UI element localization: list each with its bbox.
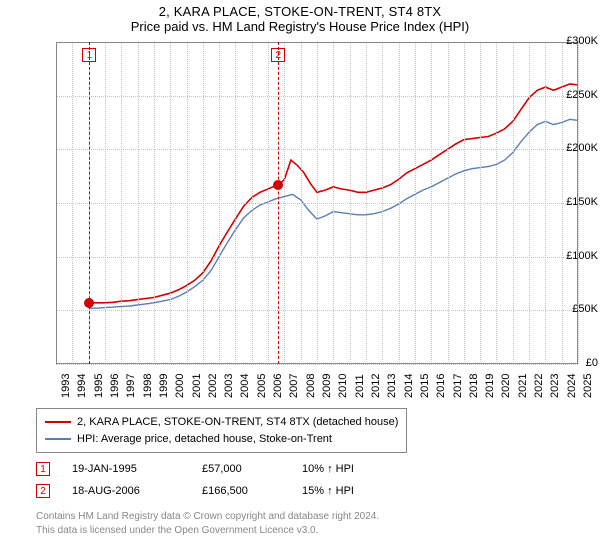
event-row: 1 19-JAN-1995£57,00010% ↑ HPI <box>36 458 354 480</box>
x-tick-label: 2002 <box>207 374 219 398</box>
chart-title-line2: Price paid vs. HM Land Registry's House … <box>0 19 600 36</box>
attribution-line1: Contains HM Land Registry data © Crown c… <box>36 510 580 524</box>
plot-area: 12 <box>56 42 578 364</box>
x-tick-label: 2013 <box>386 374 398 398</box>
x-tick-label: 2016 <box>435 374 447 398</box>
x-tick-label: 2011 <box>354 374 366 398</box>
x-tick-label: 2000 <box>174 374 186 398</box>
legend-row: HPI: Average price, detached house, Stok… <box>45 431 398 448</box>
x-tick-label: 2014 <box>403 374 415 398</box>
plot-border <box>56 42 578 364</box>
transaction-list: 1 19-JAN-1995£57,00010% ↑ HPI 2 18-AUG-2006… <box>36 458 354 502</box>
x-tick-label: 1994 <box>76 374 88 398</box>
x-tick-label: 2025 <box>582 374 594 398</box>
y-tick-label: £250K <box>548 89 598 101</box>
x-tick-label: 2009 <box>321 374 333 398</box>
event-vline-2 <box>278 42 279 364</box>
x-tick-label: 1996 <box>109 374 121 398</box>
x-tick-label: 2001 <box>191 374 203 398</box>
x-tick-label: 2003 <box>223 374 235 398</box>
legend-swatch <box>45 421 71 423</box>
y-tick-label: £150K <box>548 196 598 208</box>
x-tick-label: 2019 <box>484 374 496 398</box>
y-tick-label: £0 <box>548 357 598 369</box>
event-row-marker: 1 <box>36 462 50 476</box>
x-tick-label: 2006 <box>272 374 284 398</box>
event-pct: 10% ↑ HPI <box>302 463 354 475</box>
legend-swatch <box>45 438 71 440</box>
x-tick-label: 2004 <box>239 374 251 398</box>
event-row-marker: 2 <box>36 484 50 498</box>
y-tick-label: £100K <box>548 250 598 262</box>
event-date: 18-AUG-2006 <box>72 485 202 497</box>
event-date: 19-JAN-1995 <box>72 463 202 475</box>
x-tick-label: 2010 <box>337 374 349 398</box>
x-tick-label: 2015 <box>419 374 431 398</box>
x-tick-label: 2023 <box>549 374 561 398</box>
x-tick-label: 2005 <box>256 374 268 398</box>
event-dot-1 <box>84 298 94 308</box>
event-price: £166,500 <box>202 485 302 497</box>
chart-legend: 2, KARA PLACE, STOKE-ON-TRENT, ST4 8TX (… <box>36 408 407 453</box>
x-tick-label: 1993 <box>60 374 72 398</box>
event-pct: 15% ↑ HPI <box>302 485 354 497</box>
chart-container: 2, KARA PLACE, STOKE-ON-TRENT, ST4 8TX P… <box>0 0 600 560</box>
y-tick-label: £200K <box>548 142 598 154</box>
x-tick-label: 2007 <box>288 374 300 398</box>
x-tick-label: 1995 <box>93 374 105 398</box>
event-row: 2 18-AUG-2006£166,50015% ↑ HPI <box>36 480 354 502</box>
y-tick-label: £300K <box>548 35 598 47</box>
x-tick-label: 1998 <box>142 374 154 398</box>
x-tick-label: 1999 <box>158 374 170 398</box>
chart-title-line1: 2, KARA PLACE, STOKE-ON-TRENT, ST4 8TX <box>0 0 600 19</box>
x-tick-label: 1997 <box>125 374 137 398</box>
legend-label: HPI: Average price, detached house, Stok… <box>77 431 332 448</box>
event-marker-2: 2 <box>271 48 285 62</box>
gridline-h <box>56 364 578 365</box>
legend-label: 2, KARA PLACE, STOKE-ON-TRENT, ST4 8TX (… <box>77 414 398 431</box>
x-tick-label: 2021 <box>517 374 529 398</box>
y-tick-label: £50K <box>548 303 598 315</box>
x-tick-label: 2022 <box>533 374 545 398</box>
x-tick-label: 2020 <box>500 374 512 398</box>
event-vline-1 <box>89 42 90 364</box>
attribution-line2: This data is licensed under the Open Gov… <box>36 524 580 538</box>
legend-row: 2, KARA PLACE, STOKE-ON-TRENT, ST4 8TX (… <box>45 414 398 431</box>
attribution: Contains HM Land Registry data © Crown c… <box>36 510 580 537</box>
event-price: £57,000 <box>202 463 302 475</box>
x-tick-label: 2017 <box>452 374 464 398</box>
x-tick-label: 2024 <box>566 374 578 398</box>
x-tick-label: 2008 <box>305 374 317 398</box>
event-dot-2 <box>273 180 283 190</box>
x-tick-label: 2018 <box>468 374 480 398</box>
event-marker-1: 1 <box>82 48 96 62</box>
x-tick-label: 2012 <box>370 374 382 398</box>
